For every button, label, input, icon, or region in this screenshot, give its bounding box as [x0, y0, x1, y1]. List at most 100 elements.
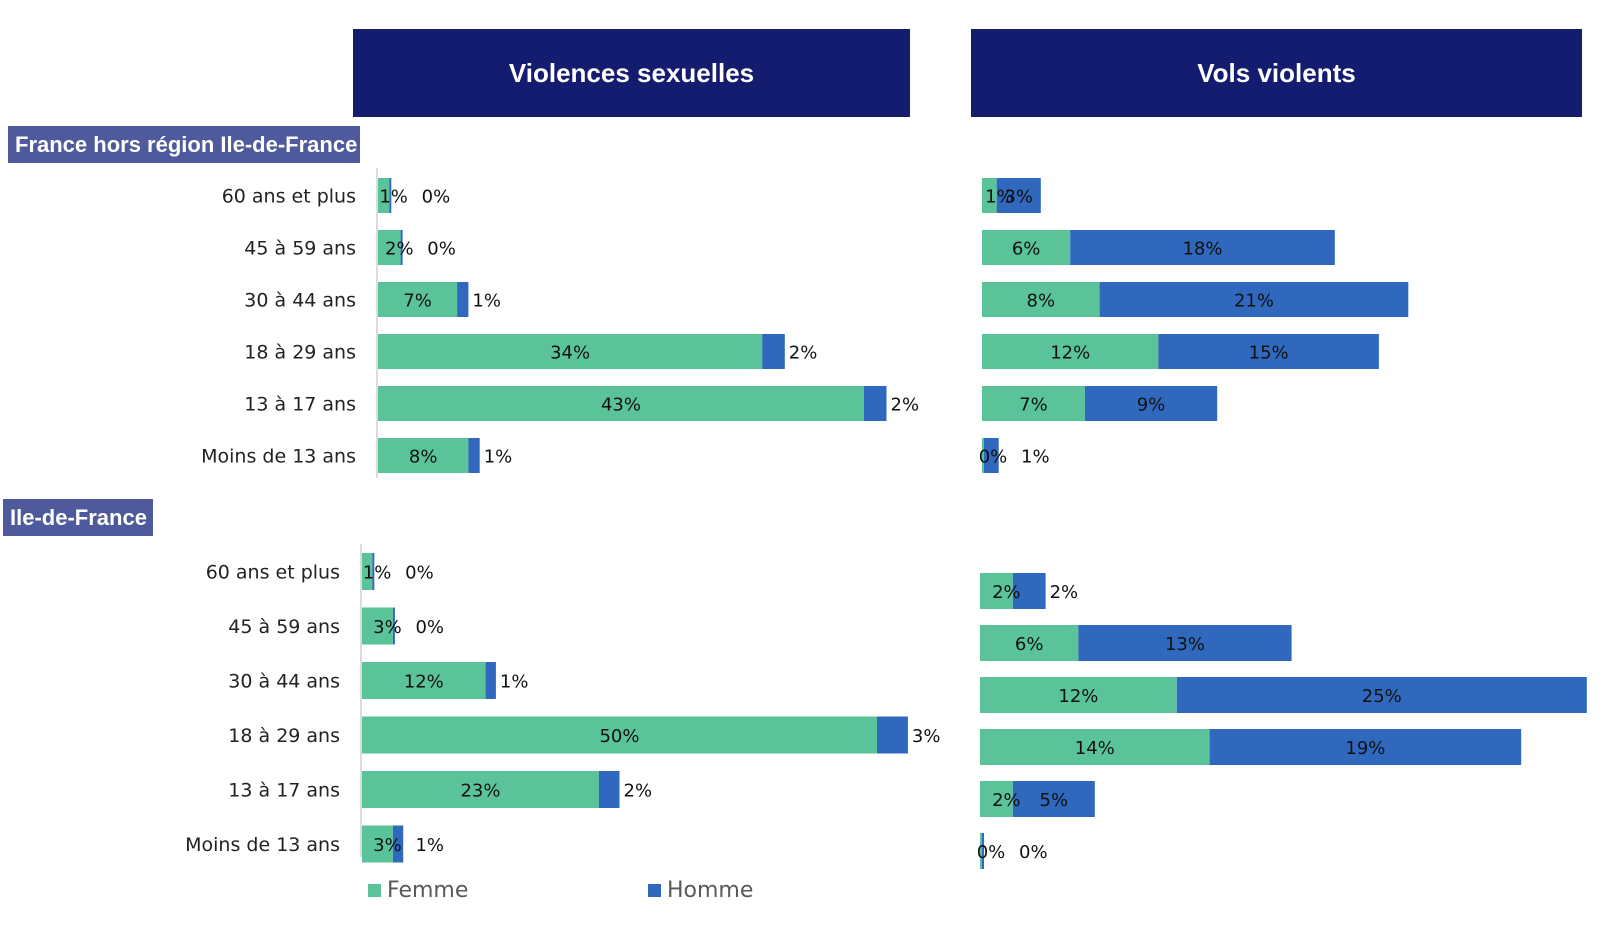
bar-homme: [1012, 781, 1095, 817]
bar-femme: [378, 282, 458, 317]
bar-femme: [980, 833, 982, 869]
bar-homme: [468, 438, 480, 473]
data-label-homme: 1%: [472, 291, 501, 312]
bar-femme: [378, 334, 763, 369]
bar-femme: [362, 825, 393, 863]
legend-label-homme: Homme: [667, 878, 754, 903]
bar-femme: [980, 625, 1079, 661]
bar-homme: [1158, 334, 1379, 369]
category-label: Moins de 13 ans: [201, 446, 356, 468]
bar-femme: [378, 230, 401, 265]
legend-swatch-homme: [648, 884, 661, 897]
header-vols-violents: Vols violents: [971, 29, 1582, 117]
legend-label-femme: Femme: [387, 878, 469, 903]
bar-femme: [982, 438, 984, 473]
bar-femme: [378, 178, 390, 213]
data-label-femme: 6%: [1015, 634, 1044, 655]
data-label-homme: 0%: [405, 563, 434, 584]
data-label-femme: 3%: [373, 835, 402, 856]
bar-homme: [457, 282, 469, 317]
category-label: 45 à 59 ans: [228, 616, 340, 638]
bar-homme: [762, 334, 785, 369]
data-label-femme: 1%: [985, 187, 1014, 208]
category-label: 45 à 59 ans: [244, 238, 356, 260]
data-label-femme: 2%: [385, 239, 414, 260]
data-label-femme: 12%: [1058, 686, 1098, 707]
bar-homme: [598, 771, 620, 808]
data-label-femme: 1%: [379, 187, 408, 208]
bar-homme: [1012, 573, 1046, 609]
data-label-femme: 7%: [403, 291, 432, 312]
category-label: 60 ans et plus: [206, 562, 340, 584]
data-label-homme: 0%: [1019, 842, 1048, 863]
category-label: 13 à 17 ans: [228, 780, 340, 802]
category-label: 18 à 29 ans: [228, 725, 340, 747]
data-label-homme: 9%: [1137, 395, 1166, 416]
data-label-homme: 21%: [1234, 291, 1274, 312]
bar-femme: [362, 716, 877, 754]
data-label-femme: 12%: [404, 672, 444, 693]
data-label-femme: 0%: [977, 842, 1006, 863]
category-label: 60 ans et plus: [222, 186, 356, 208]
data-label-homme: 1%: [500, 672, 529, 693]
bar-femme: [982, 334, 1159, 369]
data-label-homme: 13%: [1165, 634, 1205, 655]
bar-homme: [400, 230, 403, 265]
data-label-homme: 1%: [484, 447, 513, 468]
data-label-homme: 25%: [1362, 686, 1402, 707]
bar-femme: [362, 662, 486, 699]
data-label-femme: 50%: [599, 726, 639, 747]
bar-femme: [362, 771, 599, 808]
data-label-femme: 14%: [1075, 738, 1115, 759]
bar-homme: [1209, 729, 1522, 765]
data-label-homme: 2%: [891, 395, 920, 416]
bar-homme: [389, 178, 392, 213]
data-label-homme: 0%: [415, 617, 444, 638]
category-label: 30 à 44 ans: [244, 290, 356, 312]
data-label-femme: 12%: [1050, 343, 1090, 364]
bar-femme: [980, 729, 1210, 765]
header-violences-sexuelles-label: Violences sexuelles: [508, 57, 755, 88]
bar-homme: [877, 716, 908, 754]
data-label-femme: 23%: [460, 781, 500, 802]
data-label-femme: 34%: [550, 343, 590, 364]
category-label: 30 à 44 ans: [228, 671, 340, 693]
bar-homme: [863, 386, 887, 421]
bar-femme: [378, 438, 469, 473]
data-label-homme: 18%: [1182, 239, 1222, 260]
region-label-ile-de-france: Ile-de-France: [3, 499, 153, 536]
bar-femme: [982, 282, 1100, 317]
data-label-homme: 5%: [1040, 790, 1069, 811]
data-label-homme: 3%: [1004, 187, 1033, 208]
bar-homme: [1070, 230, 1335, 265]
data-label-homme: 15%: [1249, 343, 1289, 364]
data-label-femme: 43%: [601, 395, 641, 416]
data-label-femme: 8%: [1027, 291, 1056, 312]
bar-femme: [980, 677, 1177, 713]
bar-femme: [378, 386, 864, 421]
data-label-femme: 6%: [1012, 239, 1041, 260]
bar-homme: [1099, 282, 1409, 317]
category-label: Moins de 13 ans: [185, 834, 340, 856]
data-label-femme: 2%: [992, 790, 1021, 811]
data-label-femme: 0%: [979, 447, 1008, 468]
bar-homme: [1078, 625, 1292, 661]
header-violences-sexuelles: Violences sexuelles: [353, 29, 910, 117]
data-label-homme: 2%: [789, 343, 818, 364]
bar-homme: [984, 438, 999, 473]
bar-homme: [982, 833, 984, 869]
data-label-homme: 19%: [1345, 738, 1385, 759]
bar-homme: [485, 662, 496, 699]
data-label-homme: 1%: [415, 835, 444, 856]
bar-homme: [372, 553, 375, 590]
bar-homme: [392, 607, 395, 645]
bar-homme: [392, 825, 404, 863]
bar-femme: [362, 553, 373, 590]
data-label-homme: 1%: [1021, 447, 1050, 468]
bar-femme: [982, 178, 997, 213]
data-label-femme: 8%: [409, 447, 438, 468]
bar-femme: [982, 230, 1071, 265]
category-label: 13 à 17 ans: [244, 394, 356, 416]
bar-femme: [362, 607, 393, 645]
